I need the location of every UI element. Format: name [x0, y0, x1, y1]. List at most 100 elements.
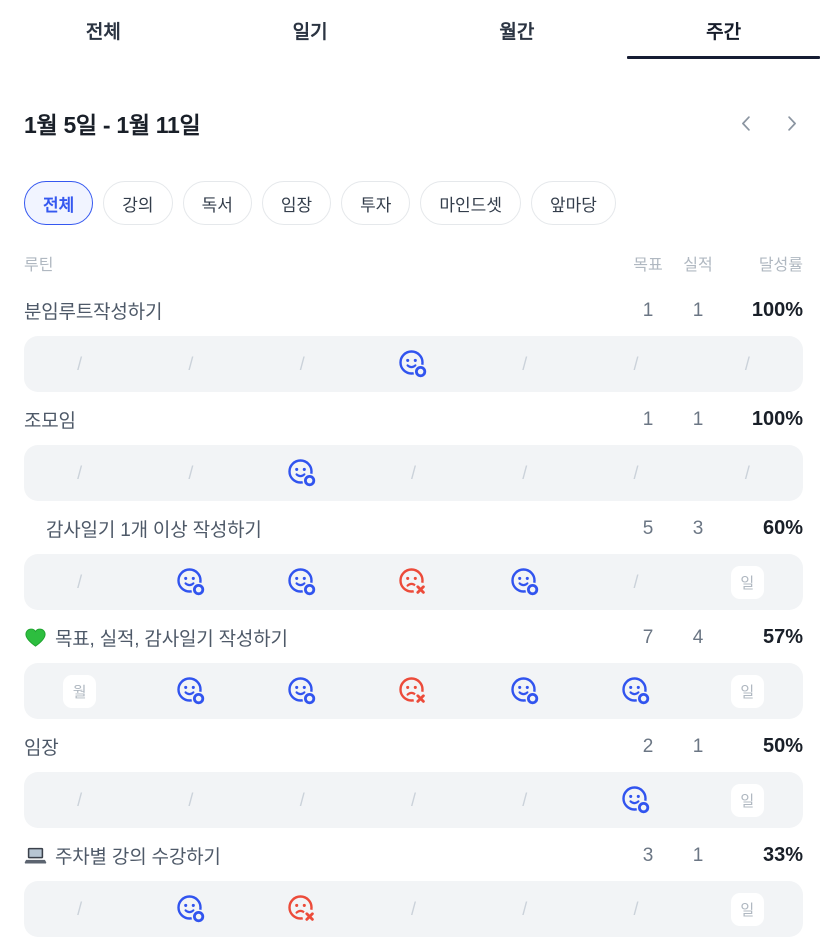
routine-title-text: 목표, 실적, 감사일기 작성하기 [55, 629, 288, 650]
empty-day-slash: / [633, 353, 639, 374]
day-cell [580, 675, 691, 707]
empty-day-slash: / [744, 353, 750, 374]
day-cell: / [469, 463, 580, 484]
success-smiley-icon [620, 784, 652, 816]
next-week-button[interactable] [780, 112, 803, 135]
success-smiley-icon [175, 893, 207, 925]
day-label-badge: 일 [730, 783, 764, 817]
success-smiley-icon [509, 675, 541, 707]
empty-day-slash: / [188, 353, 194, 374]
success-smiley-icon [286, 675, 318, 707]
day-cell: / [358, 899, 469, 920]
week-day-strip: / / 일 [24, 554, 803, 610]
routine-title: 조모임 [24, 406, 623, 433]
empty-day-slash: / [77, 898, 83, 919]
filter-chip-lecture[interactable]: 강의 [103, 181, 173, 225]
laptop-icon [24, 844, 47, 867]
column-header-goal: 목표 [633, 257, 663, 274]
filter-chip-mindset[interactable]: 마인드셋 [420, 181, 521, 225]
tab-monthly[interactable]: 월간 [499, 22, 535, 43]
day-cell [469, 675, 580, 707]
actual-value: 1 [692, 408, 704, 430]
day-cell: 월 [24, 674, 135, 708]
day-cell: / [24, 354, 135, 375]
day-cell: / [580, 463, 691, 484]
day-cell: / [24, 790, 135, 811]
routine-title-text: 주차별 강의 수강하기 [55, 847, 221, 868]
success-smiley-icon [286, 566, 318, 598]
fail-frown-icon [286, 893, 318, 925]
empty-day-slash: / [188, 462, 194, 483]
day-cell: / [469, 790, 580, 811]
routine-title: 감사일기 1개 이상 작성하기 [24, 515, 623, 542]
rate-value: 50% [762, 735, 803, 757]
empty-day-slash: / [522, 789, 528, 810]
rate-value: 100% [751, 408, 803, 430]
routine-title: 분임루트작성하기 [24, 297, 623, 324]
chevron-right-icon [782, 115, 801, 136]
day-cell: / [135, 463, 246, 484]
fail-frown-icon [397, 566, 429, 598]
tab-weekly[interactable]: 주간 [620, 0, 827, 59]
goal-value: 7 [642, 626, 654, 648]
routine-title-row: 주차별 강의 수강하기 3 1 33% [0, 842, 827, 881]
category-filter-chips: 전체 강의 독서 임장 투자 마인드셋 앞마당 [0, 140, 827, 225]
filter-chip-investing[interactable]: 투자 [341, 181, 411, 225]
goal-value: 3 [642, 844, 654, 866]
tab-all[interactable]: 전체 [85, 22, 121, 43]
day-cell: 일 [692, 892, 803, 926]
week-day-strip: / / / / 일 [24, 881, 803, 937]
day-cell [358, 566, 469, 598]
day-cell: / [135, 354, 246, 375]
routine-title: 목표, 실적, 감사일기 작성하기 [24, 624, 623, 651]
filter-chip-all[interactable]: 전체 [24, 181, 94, 225]
routine-title: 임장 [24, 733, 623, 760]
day-cell [135, 893, 246, 925]
routine-title-text: 조모임 [24, 411, 76, 432]
empty-day-slash: / [299, 353, 305, 374]
day-cell [135, 566, 246, 598]
routine-title-text: 분임루트작성하기 [24, 302, 163, 323]
day-cell: 일 [692, 565, 803, 599]
day-cell: / [580, 899, 691, 920]
routine-row: 조모임 1 1 100% / / / / / / [0, 406, 827, 501]
tab-diary[interactable]: 일기 [292, 22, 328, 43]
chevron-left-icon [737, 115, 756, 136]
day-cell: / [358, 463, 469, 484]
week-range-title: 1월 5일 - 1월 11일 [24, 112, 201, 138]
routine-row: 목표, 실적, 감사일기 작성하기 7 4 57% 월 일 [0, 624, 827, 719]
day-label-badge: 일 [730, 565, 764, 599]
filter-chip-field-trip[interactable]: 임장 [261, 181, 332, 225]
day-cell [358, 675, 469, 707]
fail-frown-icon [397, 675, 429, 707]
prev-week-button[interactable] [735, 112, 758, 135]
routine-row: 감사일기 1개 이상 작성하기 5 3 60% / / 일 [0, 515, 827, 610]
empty-day-slash: / [410, 462, 416, 483]
column-header-actual: 실적 [683, 257, 713, 274]
day-cell [247, 675, 358, 707]
filter-chip-reading[interactable]: 독서 [182, 181, 252, 225]
empty-day-slash: / [410, 789, 416, 810]
filter-chip-front-yard[interactable]: 앞마당 [530, 181, 616, 225]
rate-value: 60% [762, 517, 803, 539]
goal-value: 2 [642, 735, 654, 757]
routine-title-row: 임장 2 1 50% [0, 733, 827, 772]
routine-title-row: 분임루트작성하기 1 1 100% [0, 297, 827, 336]
empty-day-slash: / [77, 571, 83, 592]
day-cell [469, 566, 580, 598]
day-cell: / [358, 790, 469, 811]
day-cell: / [469, 899, 580, 920]
actual-value: 1 [692, 299, 704, 321]
day-cell: / [24, 572, 135, 593]
week-day-strip: / / / / / / [24, 336, 803, 392]
goal-value: 1 [642, 408, 654, 430]
actual-value: 1 [692, 735, 704, 757]
table-header: 루틴 목표 실적 달성률 [0, 225, 827, 283]
routine-title: 주차별 강의 수강하기 [24, 842, 623, 869]
day-cell: / [135, 790, 246, 811]
routine-title-text: 임장 [24, 738, 59, 759]
routine-row: 임장 2 1 50% / / / / / 일 [0, 733, 827, 828]
column-header-routine: 루틴 [24, 257, 54, 274]
actual-value: 1 [692, 844, 704, 866]
